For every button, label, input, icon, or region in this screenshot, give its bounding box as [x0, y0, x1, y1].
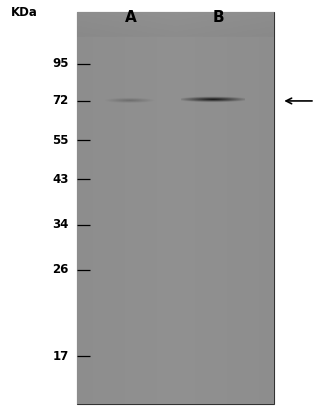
- Text: 34: 34: [52, 218, 69, 231]
- Text: 17: 17: [52, 350, 69, 363]
- Text: 26: 26: [52, 263, 69, 276]
- Text: A: A: [125, 10, 137, 25]
- Text: KDa: KDa: [11, 6, 38, 19]
- Text: 43: 43: [52, 173, 69, 186]
- FancyBboxPatch shape: [77, 12, 274, 404]
- Text: B: B: [212, 10, 224, 25]
- Text: 95: 95: [52, 57, 69, 70]
- Text: 55: 55: [52, 133, 69, 147]
- Text: 72: 72: [52, 94, 69, 108]
